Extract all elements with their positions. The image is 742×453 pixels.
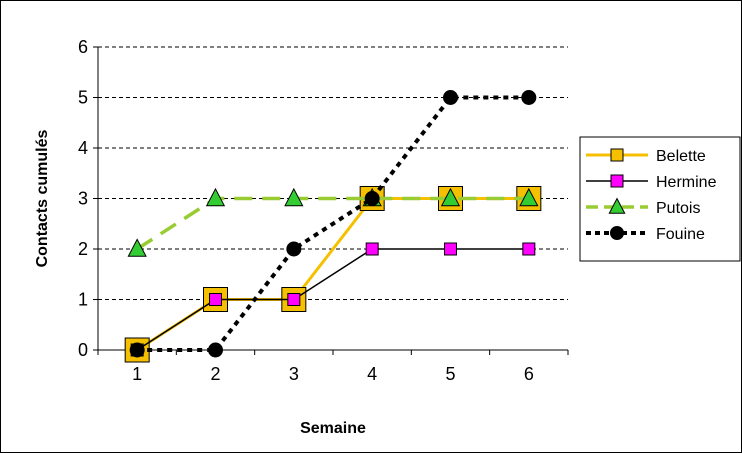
data-point-putois <box>440 187 461 207</box>
series-line-fouine <box>137 95 529 352</box>
data-point-fouine <box>286 241 302 257</box>
series-fouine <box>129 90 537 358</box>
data-point-fouine <box>208 342 223 358</box>
y-tick-label: 5 <box>78 88 88 108</box>
data-point-fouine <box>443 90 458 105</box>
data-point-hermine <box>444 242 457 256</box>
x-tick-label: 2 <box>210 364 220 384</box>
data-point-hermine <box>209 293 222 306</box>
x-tick-label: 5 <box>445 364 455 384</box>
data-point-putois <box>127 238 147 257</box>
x-tick-label: 6 <box>524 364 534 384</box>
legend-marker <box>610 174 624 188</box>
y-tick-label: 3 <box>78 189 88 209</box>
legend-marker <box>610 226 624 240</box>
data-point-putois <box>519 187 539 207</box>
y-tick-label: 6 <box>78 37 88 57</box>
legend-entry-putois: Putois <box>586 197 700 217</box>
series-layer <box>124 90 542 363</box>
data-point-hermine <box>365 242 379 256</box>
legend-label: Hermine <box>656 174 717 191</box>
data-point-fouine <box>521 90 537 105</box>
data-point-fouine <box>129 342 145 358</box>
series-hermine <box>130 242 536 357</box>
legend-box <box>579 136 741 262</box>
legend-entry-belette: Belette <box>586 148 706 165</box>
data-point-hermine <box>287 293 301 306</box>
legend-entry-hermine: Hermine <box>586 174 717 191</box>
legend-label: Fouine <box>656 226 705 243</box>
data-point-hermine <box>522 242 536 256</box>
y-axis-title: Contacts cumulés <box>34 129 51 267</box>
y-tick-label: 4 <box>78 138 88 158</box>
legend-entry-fouine: Fouine <box>586 226 705 243</box>
data-point-putois <box>284 187 304 207</box>
y-tick-label: 0 <box>78 340 88 360</box>
x-axis-title: Semaine <box>300 420 366 437</box>
legend-label: Putois <box>656 200 700 217</box>
series-line-putois <box>136 196 529 251</box>
axes <box>93 46 569 355</box>
series-line-hermine <box>136 248 529 351</box>
legend-marker <box>608 197 626 214</box>
y-tick-label: 2 <box>78 239 88 259</box>
x-tick-label: 4 <box>367 364 377 384</box>
y-tick-label: 1 <box>78 290 88 310</box>
x-tick-label: 1 <box>132 364 142 384</box>
data-point-putois <box>205 187 226 207</box>
tick-labels: 0 1 2 3 4 5 6 1 2 3 4 5 6 <box>78 37 534 384</box>
legend-label: Belette <box>656 148 706 165</box>
legend: Belette Hermine Putois Fouine <box>579 136 741 262</box>
data-point-fouine <box>364 191 380 206</box>
x-tick-label: 3 <box>289 364 299 384</box>
legend-marker <box>610 148 624 162</box>
